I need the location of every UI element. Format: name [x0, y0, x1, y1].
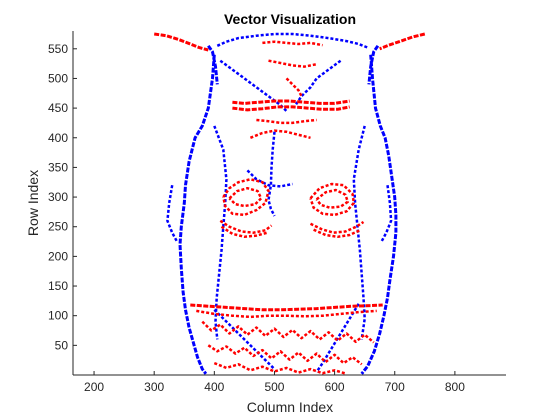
y-tick-label: 300 [48, 190, 68, 204]
y-tick-label: 150 [48, 279, 68, 293]
x-tick-label: 600 [325, 380, 345, 394]
y-axis-label: Row Index [25, 170, 41, 236]
y-tick-label: 50 [55, 338, 69, 352]
y-tick-label: 400 [48, 131, 68, 145]
x-tick-label: 300 [144, 380, 164, 394]
y-tick-label: 250 [48, 220, 68, 234]
y-tick-label: 100 [48, 309, 68, 323]
x-tick-label: 700 [385, 380, 405, 394]
y-tick-label: 350 [48, 160, 68, 174]
y-tick-label: 450 [48, 101, 68, 115]
chart-title: Vector Visualization [224, 11, 356, 27]
x-axis-label: Column Index [247, 399, 333, 415]
x-tick-label: 800 [445, 380, 465, 394]
y-tick-label: 200 [48, 249, 68, 263]
x-tick-label: 400 [204, 380, 224, 394]
y-tick-label: 550 [48, 42, 68, 56]
x-tick-label: 200 [84, 380, 104, 394]
y-tick-label: 500 [48, 71, 68, 85]
x-tick-label: 500 [264, 380, 284, 394]
